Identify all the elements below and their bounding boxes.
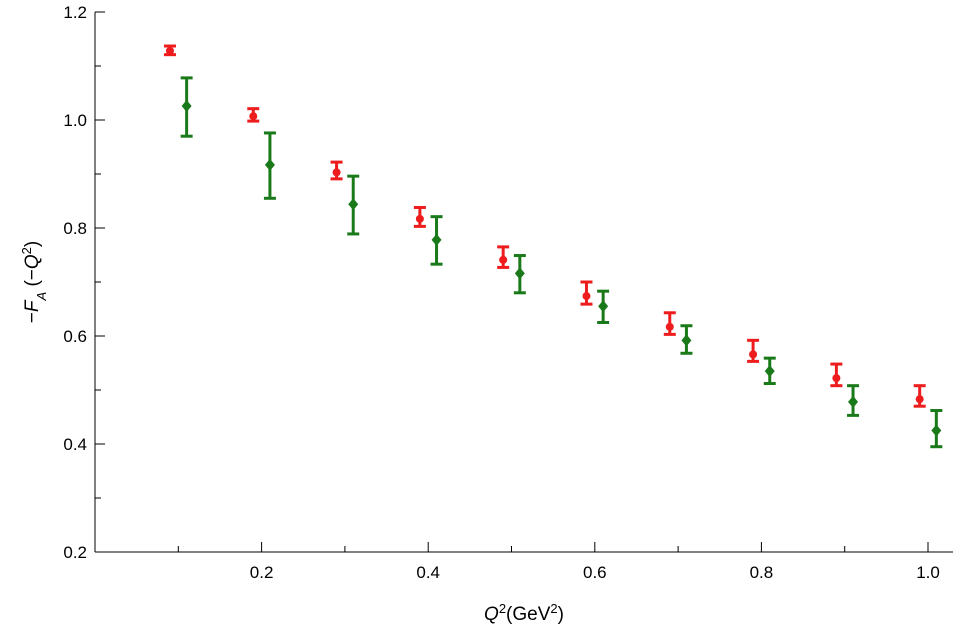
data-point bbox=[165, 46, 174, 55]
data-point bbox=[915, 395, 924, 404]
data-point bbox=[931, 424, 942, 437]
series-1 bbox=[163, 44, 926, 408]
data-point bbox=[249, 112, 258, 121]
y-tick-label: 1.0 bbox=[63, 111, 87, 130]
x-tick-label: 0.4 bbox=[416, 563, 440, 582]
data-point bbox=[264, 158, 275, 171]
y-tick-label: 0.8 bbox=[63, 219, 87, 238]
data-point bbox=[749, 350, 758, 359]
y-tick-label: 0.6 bbox=[63, 327, 87, 346]
data-marks bbox=[163, 44, 943, 449]
data-point bbox=[764, 365, 775, 378]
data-point bbox=[681, 334, 692, 347]
y-axis-title: −FA (−Q2) bbox=[19, 241, 49, 323]
series-2 bbox=[180, 76, 943, 449]
data-point bbox=[415, 214, 424, 223]
data-point bbox=[832, 374, 841, 383]
y-tick-label: 0.4 bbox=[63, 435, 87, 454]
data-point bbox=[181, 99, 192, 112]
x-tick-label: 0.6 bbox=[583, 563, 607, 582]
y-tick-label: 1.2 bbox=[63, 3, 87, 22]
data-point bbox=[332, 168, 341, 177]
data-point bbox=[514, 267, 525, 280]
data-point bbox=[348, 198, 359, 211]
data-point bbox=[598, 300, 609, 313]
x-axis-title: Q2(GeV2) bbox=[484, 601, 564, 626]
data-point bbox=[582, 292, 591, 301]
y-tick-label: 0.2 bbox=[63, 543, 87, 562]
x-tick-label: 0.2 bbox=[250, 563, 274, 582]
data-point bbox=[848, 395, 859, 408]
data-point bbox=[431, 233, 442, 246]
x-tick-label: 0.8 bbox=[750, 563, 774, 582]
data-point bbox=[499, 255, 508, 264]
x-tick-label: 1.0 bbox=[916, 563, 940, 582]
axes: 0.2 0.4 0.6 0.8 1.0 1.2 0.2 0.4 0.6 0.8 1.0 bbox=[63, 3, 953, 582]
data-point bbox=[665, 322, 674, 331]
